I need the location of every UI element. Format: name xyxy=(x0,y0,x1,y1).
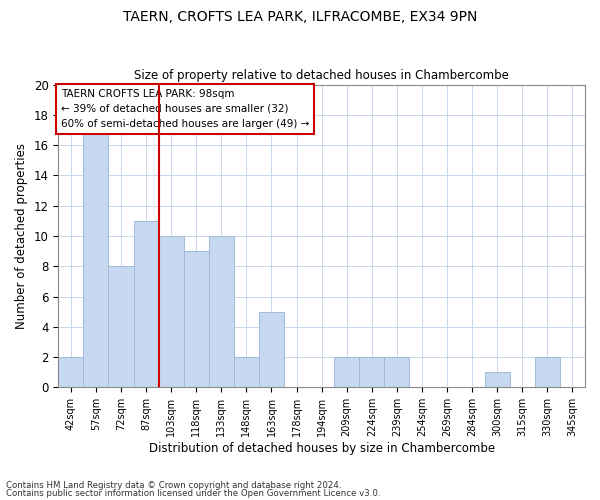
Text: Contains public sector information licensed under the Open Government Licence v3: Contains public sector information licen… xyxy=(6,488,380,498)
Bar xyxy=(485,372,510,388)
Bar xyxy=(359,357,385,388)
Bar xyxy=(109,266,134,388)
Bar xyxy=(535,357,560,388)
Bar xyxy=(385,357,409,388)
Bar xyxy=(184,251,209,388)
Title: Size of property relative to detached houses in Chambercombe: Size of property relative to detached ho… xyxy=(134,69,509,82)
Y-axis label: Number of detached properties: Number of detached properties xyxy=(15,143,28,329)
Bar xyxy=(209,236,234,388)
Bar xyxy=(158,236,184,388)
X-axis label: Distribution of detached houses by size in Chambercombe: Distribution of detached houses by size … xyxy=(149,442,495,455)
Bar xyxy=(259,312,284,388)
Bar xyxy=(334,357,359,388)
Text: TAERN, CROFTS LEA PARK, ILFRACOMBE, EX34 9PN: TAERN, CROFTS LEA PARK, ILFRACOMBE, EX34… xyxy=(123,10,477,24)
Text: Contains HM Land Registry data © Crown copyright and database right 2024.: Contains HM Land Registry data © Crown c… xyxy=(6,481,341,490)
Bar xyxy=(234,357,259,388)
Bar xyxy=(83,115,109,388)
Bar xyxy=(134,221,158,388)
Bar xyxy=(58,357,83,388)
Text: TAERN CROFTS LEA PARK: 98sqm
← 39% of detached houses are smaller (32)
60% of se: TAERN CROFTS LEA PARK: 98sqm ← 39% of de… xyxy=(61,89,309,128)
